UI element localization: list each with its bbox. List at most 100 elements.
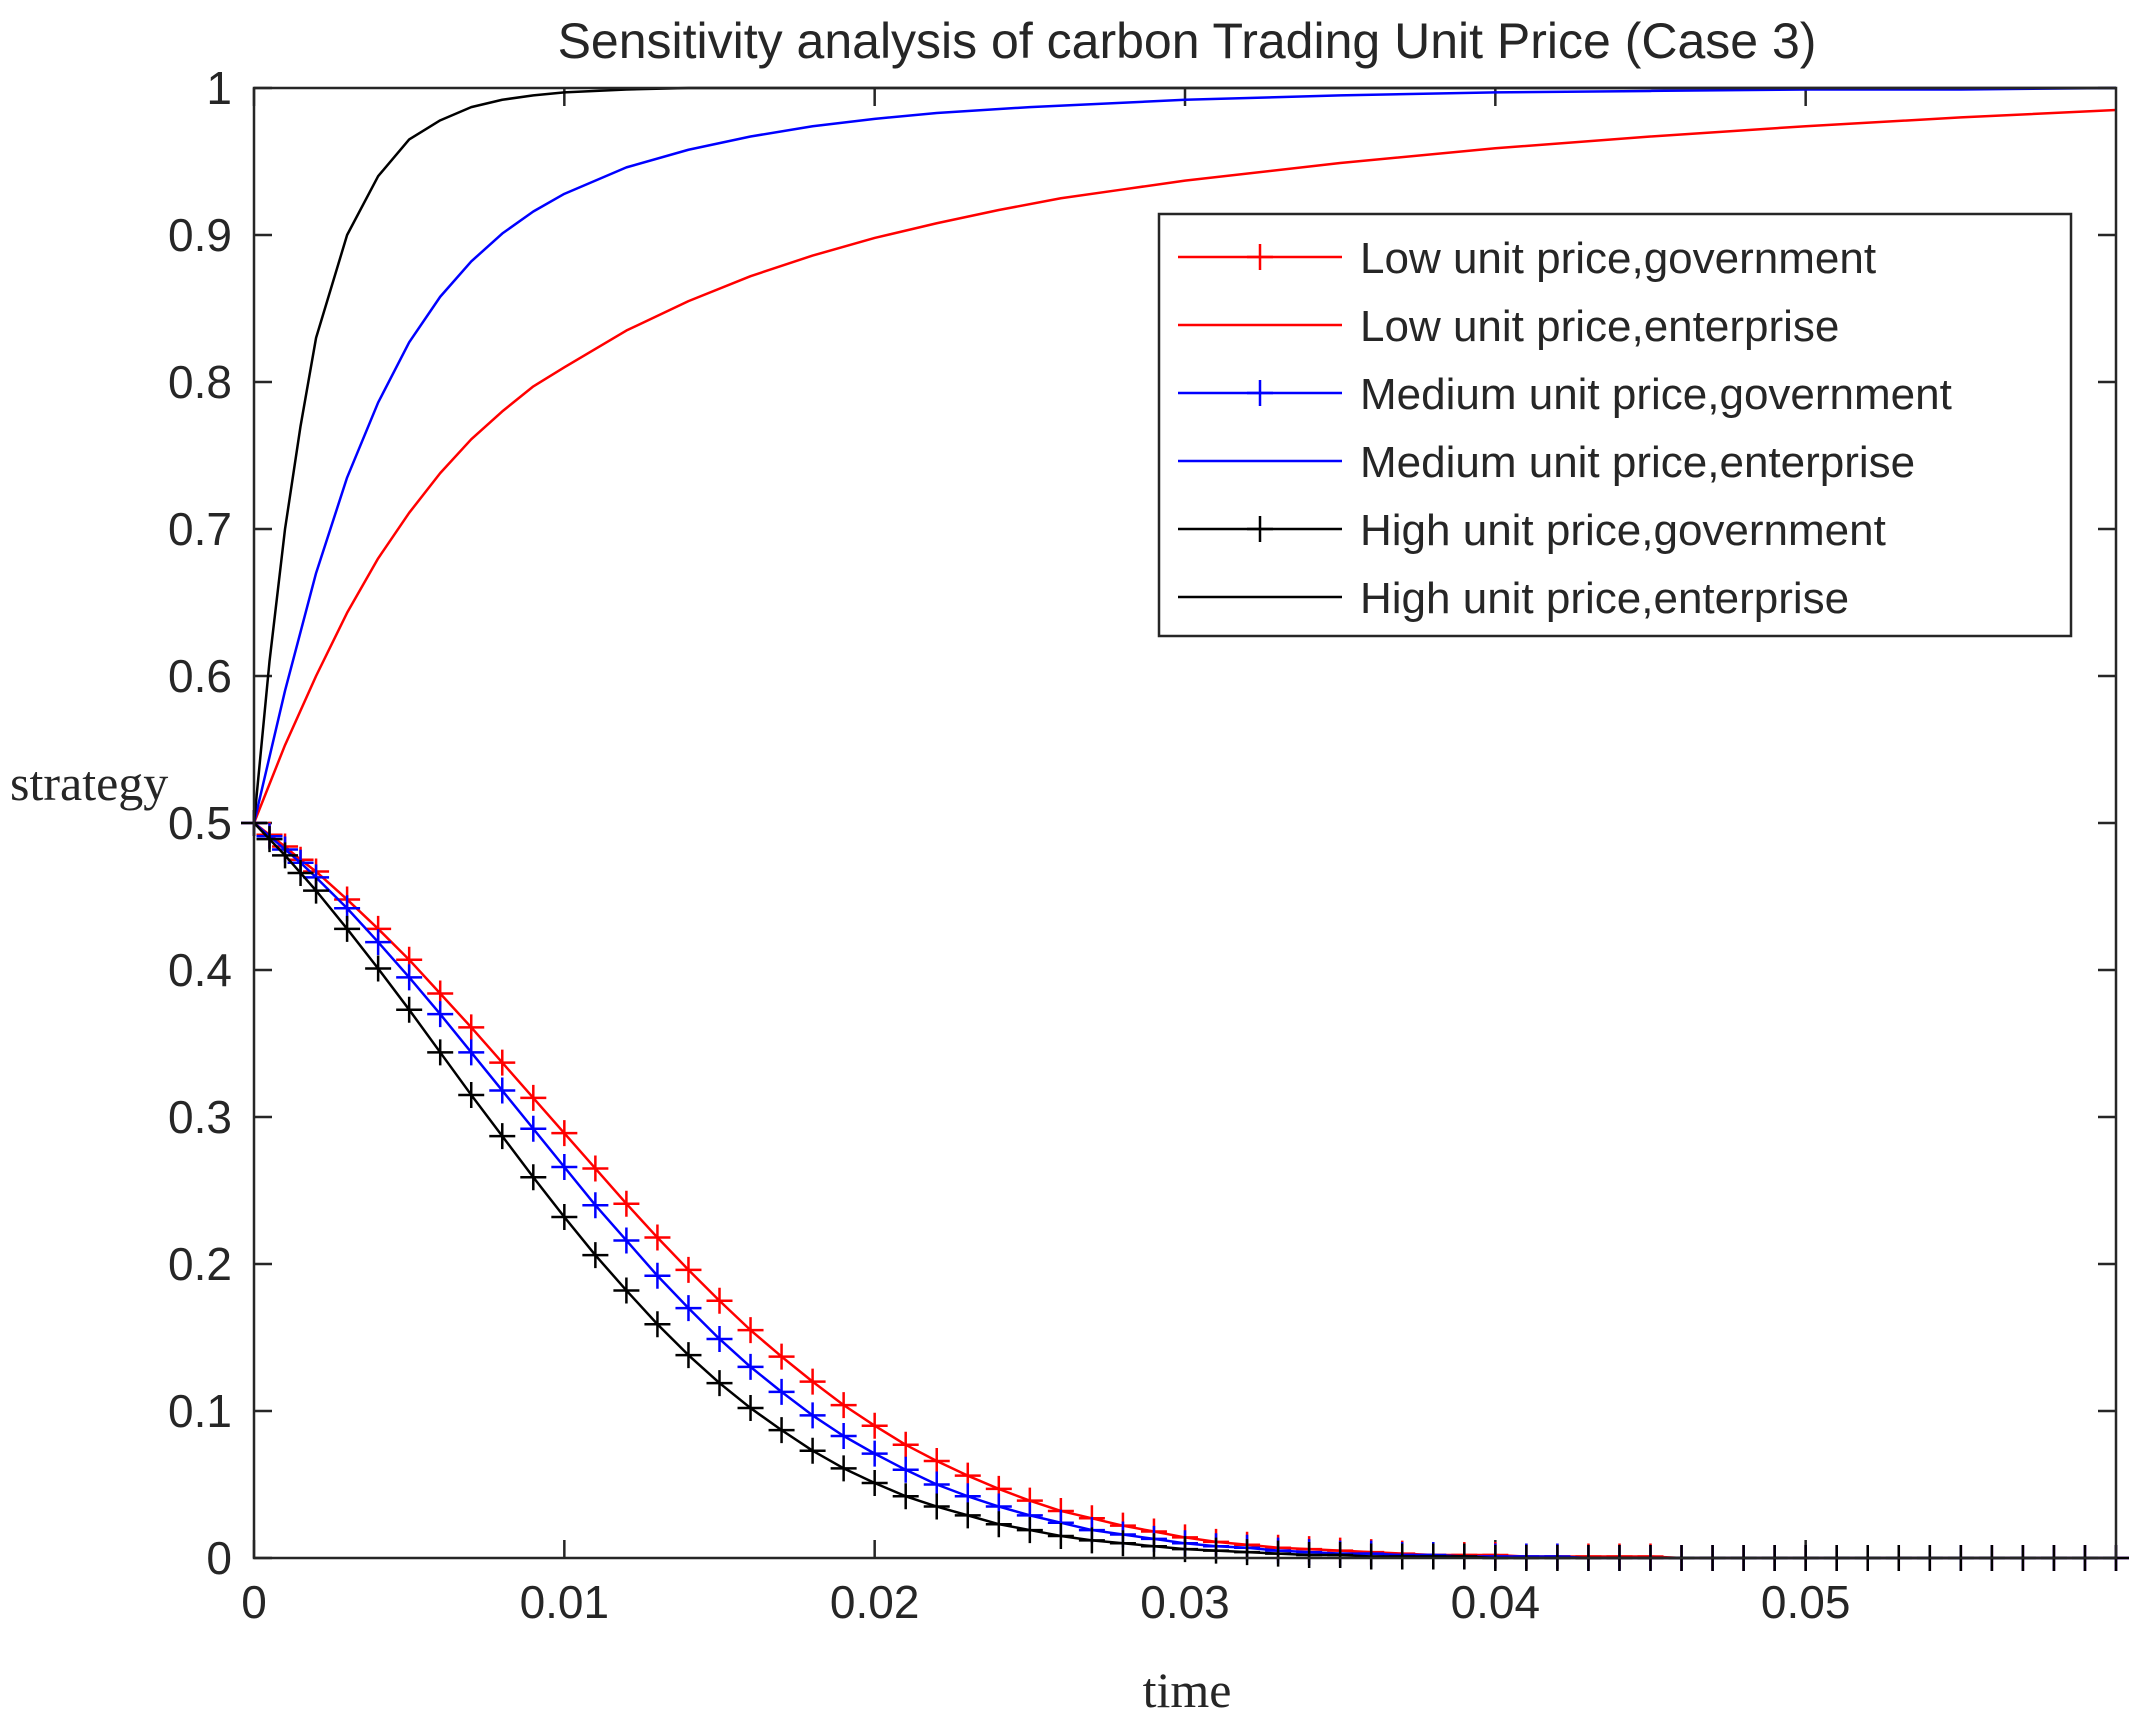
data-point-marker xyxy=(737,1317,764,1344)
legend-marker xyxy=(1247,244,1273,270)
data-point-marker xyxy=(613,1277,640,1304)
legend-label: Medium unit price,government xyxy=(1360,370,1952,419)
data-point-marker xyxy=(861,1470,888,1497)
x-tick-label: 0.04 xyxy=(1451,1576,1541,1628)
chart-title: Sensitivity analysis of carbon Trading U… xyxy=(558,13,1817,69)
data-point-marker xyxy=(706,1370,733,1397)
data-point-marker xyxy=(830,1455,857,1482)
legend-marker xyxy=(1247,516,1273,542)
y-tick-labels: 0 0.1 0.2 0.3 0.4 0.5 0.6 0.7 0.8 0.9 1 xyxy=(168,62,232,1584)
data-point-marker xyxy=(799,1402,826,1429)
data-point-marker xyxy=(582,1242,609,1269)
data-point-marker xyxy=(675,1256,702,1283)
data-point-marker xyxy=(551,1153,578,1180)
data-point-marker xyxy=(613,1190,640,1217)
data-point-marker xyxy=(1234,1539,1261,1566)
legend-label: Low unit price,government xyxy=(1360,234,1876,283)
data-point-marker xyxy=(861,1412,888,1439)
data-point-marker xyxy=(303,877,330,904)
data-point-marker xyxy=(1296,1542,1323,1569)
data-point-marker xyxy=(458,1014,485,1041)
data-point-marker xyxy=(365,929,392,956)
legend-box xyxy=(1157,212,2073,638)
data-point-marker xyxy=(737,1353,764,1380)
x-tick-label: 0 xyxy=(241,1576,267,1628)
data-point-marker xyxy=(458,1081,485,1108)
data-point-marker xyxy=(985,1511,1012,1538)
data-point-marker xyxy=(520,1164,547,1191)
y-tick-label: 0.8 xyxy=(168,356,232,408)
data-point-marker xyxy=(520,1084,547,1111)
legend-label: Low unit price,enterprise xyxy=(1360,302,1839,351)
data-point-marker xyxy=(1047,1522,1074,1549)
y-tick-label: 0.1 xyxy=(168,1385,232,1437)
data-point-marker xyxy=(1265,1540,1292,1567)
y-tick-label: 0.9 xyxy=(168,209,232,261)
legend-entry: Medium unit price,government xyxy=(1178,370,1952,419)
data-point-marker xyxy=(923,1447,950,1474)
data-point-marker xyxy=(892,1483,919,1510)
legend-entry: Medium unit price,enterprise xyxy=(1178,438,1915,487)
y-tick-label: 0.4 xyxy=(168,944,232,996)
series-1 xyxy=(252,108,2117,824)
plot-frame xyxy=(252,86,2118,1560)
data-point-marker xyxy=(1358,1543,1385,1570)
data-point-marker xyxy=(768,1417,795,1444)
data-point-marker xyxy=(1420,1543,1447,1570)
y-tick-label: 0.3 xyxy=(168,1091,232,1143)
data-point-marker xyxy=(675,1295,702,1322)
series-3 xyxy=(252,86,2117,824)
data-point-marker xyxy=(551,1203,578,1230)
data-point-marker xyxy=(1016,1517,1043,1544)
data-point-marker xyxy=(1203,1537,1230,1564)
y-tick-label: 1 xyxy=(206,62,232,114)
data-point-marker xyxy=(1140,1533,1167,1560)
data-point-marker xyxy=(1109,1530,1136,1557)
legend-entry: Low unit price,enterprise xyxy=(1178,302,1839,351)
data-point-marker xyxy=(520,1115,547,1142)
legend-entry: High unit price,government xyxy=(1178,506,1886,555)
data-point-marker xyxy=(396,964,423,991)
data-point-marker xyxy=(737,1395,764,1422)
legend: Low unit price,government Low unit price,… xyxy=(1157,212,2073,638)
series-line xyxy=(252,86,2117,824)
data-point-marker xyxy=(706,1287,733,1314)
legend-marker xyxy=(1247,380,1273,406)
data-point-marker xyxy=(1451,1543,1478,1570)
data-point-marker xyxy=(582,1155,609,1182)
data-point-marker xyxy=(272,842,299,869)
data-point-marker xyxy=(334,915,361,942)
data-point-marker xyxy=(830,1392,857,1419)
data-point-marker xyxy=(551,1120,578,1147)
data-point-marker xyxy=(923,1471,950,1498)
data-point-marker xyxy=(768,1343,795,1370)
y-tick-label: 0.5 xyxy=(168,797,232,849)
legend-entry: High unit price,enterprise xyxy=(1178,574,1849,623)
legend-entry: Low unit price,government xyxy=(1178,234,1876,283)
legend-label: High unit price,enterprise xyxy=(1360,574,1849,623)
data-point-marker xyxy=(830,1422,857,1449)
data-point-marker xyxy=(644,1224,671,1251)
data-point-marker xyxy=(1389,1543,1416,1570)
y-tick-label: 0.6 xyxy=(168,650,232,702)
data-point-marker xyxy=(396,996,423,1023)
data-point-marker xyxy=(489,1123,516,1150)
data-point-marker xyxy=(799,1437,826,1464)
data-point-marker xyxy=(1078,1527,1105,1554)
data-point-marker xyxy=(644,1262,671,1289)
data-point-marker xyxy=(287,859,314,886)
y-axis-label: strategy xyxy=(10,755,168,811)
data-point-marker xyxy=(365,955,392,982)
data-point-marker xyxy=(892,1431,919,1458)
x-tick-label: 0.05 xyxy=(1761,1576,1851,1628)
x-tick-label: 0.01 xyxy=(520,1576,610,1628)
legend-label: High unit price,government xyxy=(1360,506,1886,555)
data-point-marker xyxy=(256,826,283,853)
data-point-marker xyxy=(954,1502,981,1529)
data-point-marker xyxy=(458,1039,485,1066)
data-point-marker xyxy=(427,1001,454,1028)
data-point-marker xyxy=(799,1368,826,1395)
data-point-marker xyxy=(489,1049,516,1076)
data-point-marker xyxy=(861,1440,888,1467)
